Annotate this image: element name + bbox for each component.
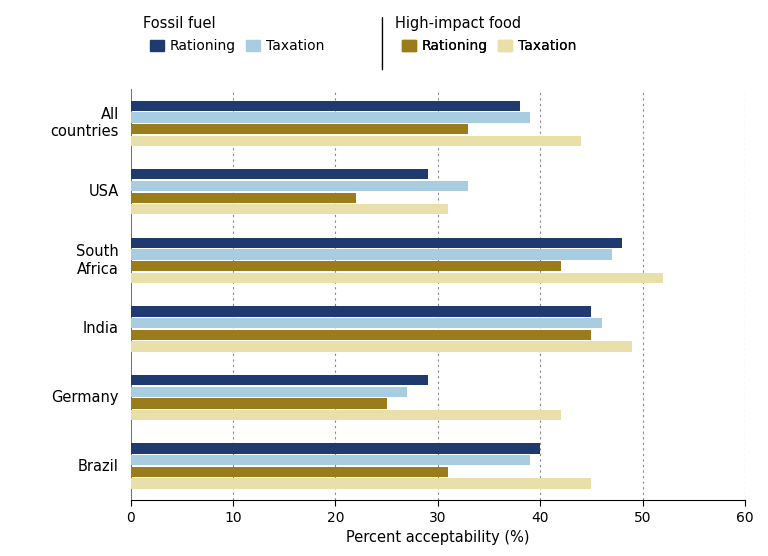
Bar [131, 112, 530, 122]
Text: Fossil fuel: Fossil fuel [143, 16, 216, 31]
Bar [131, 479, 591, 489]
Bar [131, 238, 622, 248]
Bar [131, 386, 407, 397]
Bar [131, 261, 561, 271]
Bar [131, 444, 540, 454]
Bar [131, 455, 530, 465]
Bar [131, 136, 581, 146]
Bar [131, 192, 356, 203]
Bar [131, 341, 632, 351]
Bar [131, 124, 468, 134]
Bar [131, 101, 520, 111]
Bar [131, 318, 601, 328]
Bar [131, 410, 561, 420]
Bar [131, 467, 448, 477]
Bar [131, 330, 591, 340]
Bar [131, 375, 428, 385]
Bar [131, 273, 663, 283]
Bar [131, 306, 591, 316]
Bar [131, 250, 612, 260]
Bar [131, 204, 448, 215]
X-axis label: Percent acceptability (%): Percent acceptability (%) [346, 530, 529, 545]
Bar [131, 398, 386, 409]
Bar [131, 169, 428, 180]
Legend: Rationing, Taxation: Rationing, Taxation [402, 39, 576, 53]
Text: High-impact food: High-impact food [395, 16, 521, 31]
Bar [131, 181, 468, 191]
